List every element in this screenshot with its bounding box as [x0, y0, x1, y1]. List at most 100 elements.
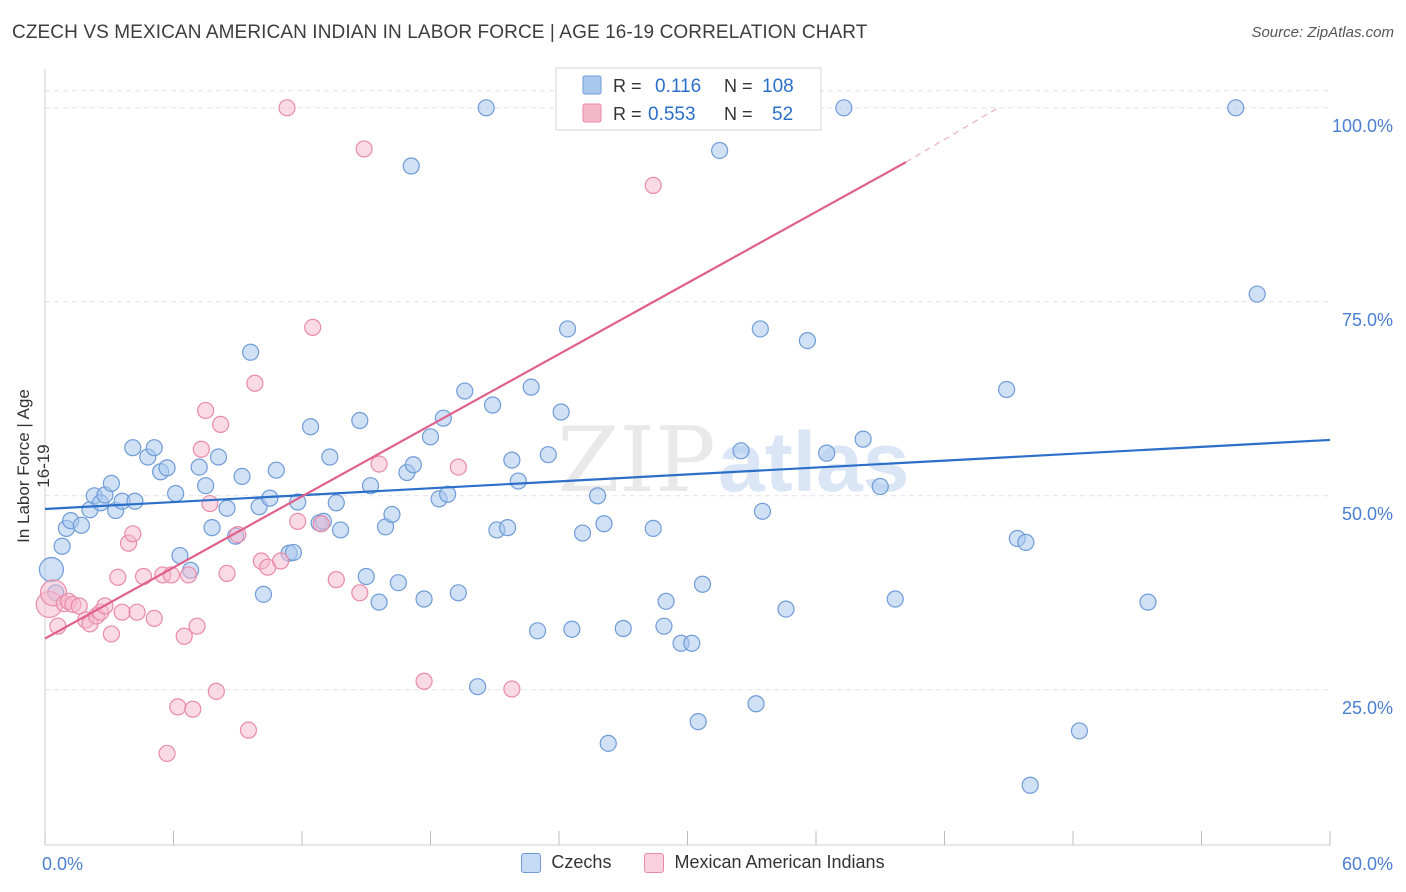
legend-r-value-2: 0.553 [648, 104, 696, 125]
czech-point [233, 467, 251, 485]
czech-point [835, 99, 853, 117]
mexican-american-indian-point [449, 458, 467, 476]
mexican-american-indian-point [192, 440, 210, 458]
mexican-american-indian-point [145, 609, 163, 628]
czech-point [753, 502, 772, 520]
y-tick-label: 100.0% [1332, 116, 1393, 136]
czech-point [357, 567, 375, 586]
legend-swatch-mexican-bottom [644, 852, 665, 873]
czech-point [389, 574, 407, 592]
grid-lines [45, 90, 1330, 691]
watermark-zip: ZIP [557, 408, 716, 513]
czech-point [477, 99, 495, 117]
czech-point [167, 484, 185, 503]
czechs-trend-line [44, 438, 1331, 511]
mexican-american-indian-point [113, 603, 131, 621]
mexican-american-indian-point [312, 515, 330, 533]
czech-point [711, 141, 729, 160]
mexican-american-indian-point [201, 494, 219, 513]
x-tick-label-max: 60.0% [1342, 854, 1393, 874]
czech-point [190, 458, 208, 476]
czech-point [998, 380, 1016, 399]
czech-point [499, 519, 517, 537]
czech-point [402, 157, 420, 175]
tick-labels: 25.0% 50.0% 75.0% 100.0% 0.0% 60.0% [42, 116, 1393, 874]
y-tick-label: 25.0% [1342, 698, 1393, 718]
czech-point [218, 499, 236, 517]
legend-r-value-1: 0.116 [655, 76, 701, 97]
mexican-american-indian-point [179, 566, 198, 584]
czech-point [503, 451, 521, 469]
mexican-american-indian-point [184, 700, 202, 718]
legend-label-czechs: Czechs [551, 852, 612, 872]
czech-point [351, 411, 369, 430]
czech-point [539, 446, 557, 464]
legend-n-value-2: 52 [772, 104, 793, 125]
czech-point [522, 378, 540, 396]
czech-point [1227, 99, 1245, 117]
mexican-american-indian-point [644, 176, 662, 194]
czech-point [777, 600, 795, 618]
legend-r-label-2: R = [613, 104, 642, 124]
czech-point [53, 537, 71, 555]
mexican-trend-line-extension [905, 107, 999, 163]
czech-point [484, 396, 502, 414]
czech-point [854, 430, 872, 448]
y-tick-label: 50.0% [1342, 504, 1393, 524]
czech-point [871, 477, 889, 496]
czech-point [573, 524, 592, 542]
czech-point [1017, 533, 1035, 551]
y-tick-label: 75.0% [1342, 310, 1393, 330]
mexican-american-indian-point [271, 552, 290, 570]
mexican-american-indian-point [503, 680, 521, 698]
mexican-american-indian-point [207, 682, 225, 700]
mexican-american-indian-point [158, 744, 176, 763]
legend-item-czechs: Czechs [521, 852, 611, 873]
czech-point [421, 428, 440, 446]
czech-point [284, 543, 303, 562]
mexican-american-indian-point [218, 564, 236, 583]
mexican-american-indian-point [109, 568, 127, 586]
czech-point [886, 590, 904, 608]
czech-point [818, 444, 836, 462]
czech-point [595, 515, 613, 533]
czech-point [751, 320, 769, 338]
y-axis-title: In Labor Force | Age 16-19 [14, 389, 53, 543]
legend-swatch-czechs-bottom [521, 852, 542, 873]
czech-point [644, 519, 662, 537]
czech-point [657, 592, 675, 610]
czech-point [456, 382, 474, 400]
czech-point [331, 521, 350, 539]
czech-point [509, 472, 527, 490]
legend-swatch-czechs [582, 75, 602, 95]
czech-point [203, 519, 221, 537]
mexican-trend-line [44, 161, 907, 640]
czech-point [614, 619, 632, 638]
czech-point [158, 459, 176, 477]
czech-point [145, 439, 163, 457]
czech-point [599, 734, 617, 752]
legend-n-label-2: N = [724, 104, 753, 124]
mexican-american-indian-point [124, 525, 142, 543]
czech-point [439, 485, 457, 503]
mexican-american-indian-point [355, 140, 373, 158]
x-tick-label-min: 0.0% [42, 854, 83, 874]
mexican-american-indian-point [304, 318, 322, 337]
axes [44, 69, 1331, 846]
mexican-american-indian-point [327, 571, 345, 589]
mexican-american-indian-point [239, 721, 258, 739]
czech-point [72, 516, 91, 534]
czech-point [732, 442, 750, 460]
legend-n-label-1: N = [724, 76, 753, 96]
mexican-american-indian-point [212, 415, 230, 434]
czech-point [124, 439, 142, 457]
czech-point [689, 713, 707, 731]
czech-point [38, 556, 65, 583]
czech-point [301, 418, 320, 436]
mexican-american-indians-points [35, 99, 662, 763]
mexican-american-indian-point [197, 401, 215, 420]
trend-lines [44, 107, 1331, 640]
mexican-american-indian-point [415, 672, 433, 690]
czech-point [1139, 593, 1157, 611]
mexican-american-indian-point [289, 512, 307, 531]
